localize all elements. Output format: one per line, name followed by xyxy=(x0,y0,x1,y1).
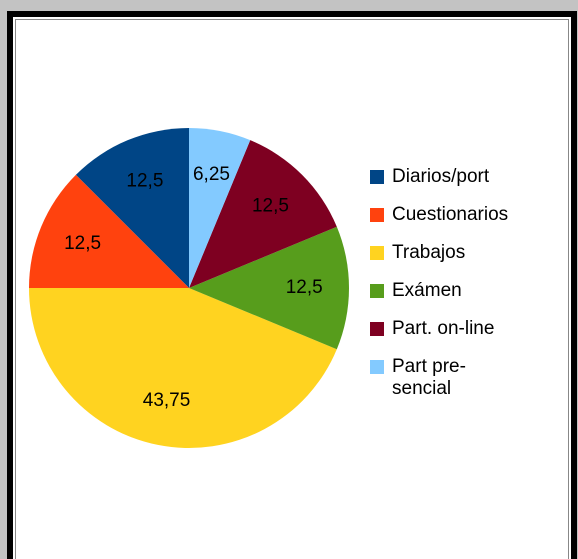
pie-slice xyxy=(29,288,337,449)
legend: Diarios/port Cuestionarios Trabajos Exámen P… xyxy=(370,166,540,416)
legend-item: Trabajos xyxy=(370,242,540,264)
pie-slice xyxy=(189,226,349,350)
legend-swatch xyxy=(370,246,384,260)
legend-item: Part pre-sencial xyxy=(370,356,540,400)
data-label: 12,5 xyxy=(286,277,323,298)
data-label: 6,25 xyxy=(193,164,230,185)
pie-slice xyxy=(75,128,189,288)
legend-label: Part. on-line xyxy=(392,318,495,339)
legend-swatch xyxy=(370,322,384,336)
legend-item: Cuestionarios xyxy=(370,204,540,226)
legend-swatch xyxy=(370,170,384,184)
legend-swatch xyxy=(370,208,384,222)
legend-label: Part pre-sencial xyxy=(392,356,466,399)
legend-label: Cuestionarios xyxy=(392,204,509,225)
legend-label: Diarios/port xyxy=(392,166,490,187)
frame-inner xyxy=(15,19,569,559)
pie-slice xyxy=(189,140,337,288)
data-label: 43,75 xyxy=(143,390,191,411)
pie-slice xyxy=(189,128,251,288)
legend-swatch xyxy=(370,284,384,298)
data-label: 12,5 xyxy=(64,233,101,254)
legend-label: Trabajos xyxy=(392,242,466,263)
legend-swatch xyxy=(370,360,384,374)
legend-item: Diarios/port xyxy=(370,166,540,188)
legend-label: Exámen xyxy=(392,280,462,301)
data-label: 12,5 xyxy=(126,171,163,192)
legend-item: Part. on-line xyxy=(370,318,540,340)
pie-slice xyxy=(29,174,189,288)
legend-item: Exámen xyxy=(370,280,540,302)
data-label: 12,5 xyxy=(252,196,289,217)
